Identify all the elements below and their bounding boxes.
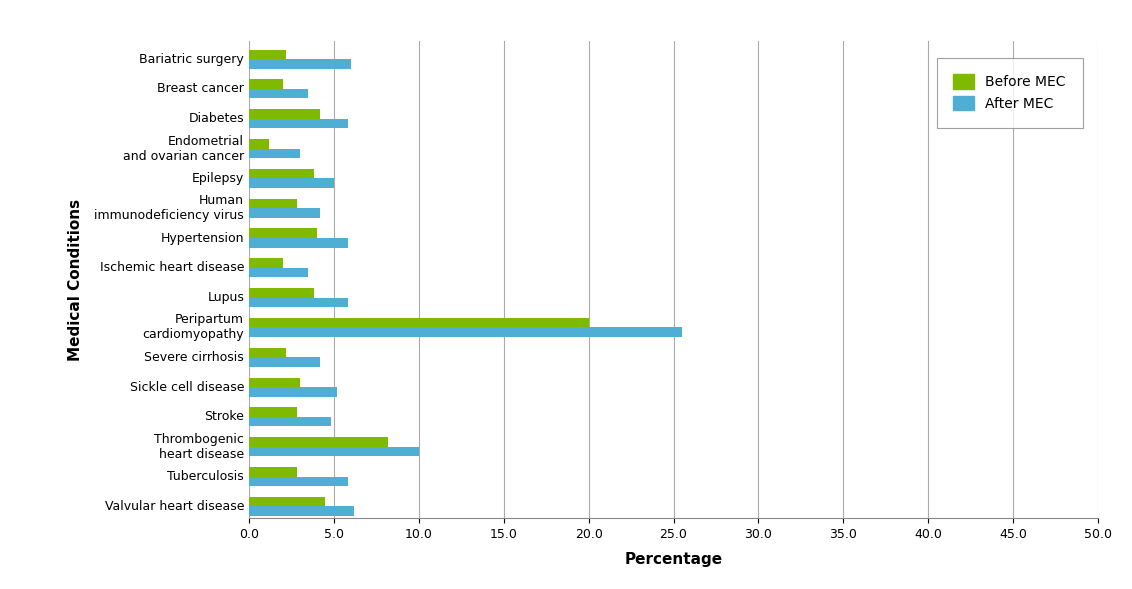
Bar [249,89,308,98]
Bar [249,148,300,158]
Bar [249,477,348,486]
Bar [249,327,681,337]
Bar [249,109,320,119]
Bar [249,238,348,247]
Bar [249,198,297,209]
Bar [249,119,348,128]
Bar [249,259,283,268]
Bar [249,178,334,188]
Bar [249,268,308,277]
Bar [249,169,314,178]
Bar [249,348,286,358]
Bar [249,229,317,238]
Bar [249,209,320,218]
Bar [249,467,297,477]
Bar [249,378,300,387]
Legend: Before MEC, After MEC: Before MEC, After MEC [937,58,1082,128]
Bar [249,80,283,89]
Bar [249,358,320,367]
Bar [249,417,331,426]
Bar [249,49,286,59]
Y-axis label: Medical Conditions: Medical Conditions [68,198,84,361]
Bar [249,437,388,447]
Bar [249,59,351,69]
Bar [249,408,297,417]
Bar [249,507,354,516]
Bar [249,318,589,327]
Bar [249,387,337,396]
Bar [249,497,326,507]
X-axis label: Percentage: Percentage [625,552,722,567]
Bar [249,288,314,297]
Bar [249,447,419,456]
Bar [249,297,348,307]
Bar [249,139,269,148]
